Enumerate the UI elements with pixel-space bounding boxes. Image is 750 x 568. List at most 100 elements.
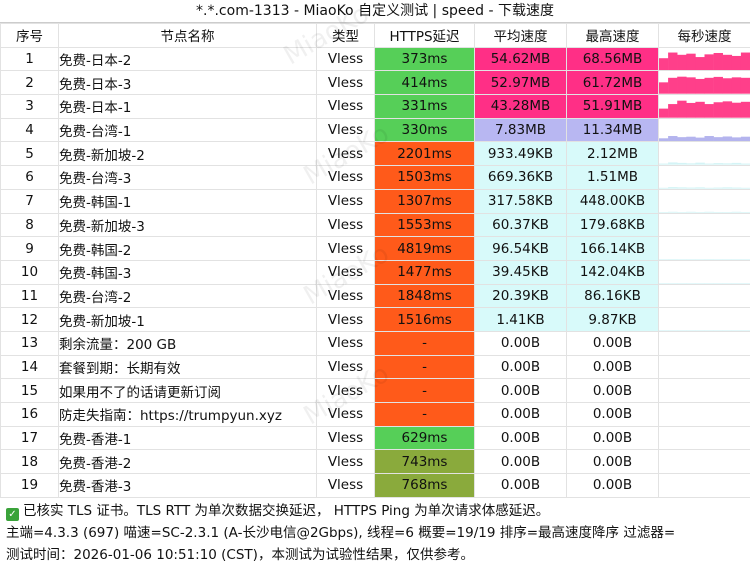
sparkline-bar [732, 103, 741, 118]
row-avg-speed: 0.00B [475, 355, 567, 379]
row-latency: 2201ms [375, 142, 475, 166]
row-latency: 414ms [375, 71, 475, 95]
col-header-avg-speed: 平均速度 [475, 24, 567, 48]
table-header-row: 序号 节点名称 类型 HTTPS延迟 平均速度 最高速度 每秒速度 [1, 24, 750, 48]
sparkline-bar [695, 137, 704, 141]
row-node-name: 免费-台湾-3 [59, 166, 317, 190]
row-latency: - [375, 379, 475, 403]
footer-line-time: 测试时间：2026-01-06 10:51:10 (CST)，本测试为试验性结果… [6, 544, 744, 566]
sparkline-bar [686, 136, 695, 141]
row-per-second-sparkline [659, 118, 750, 142]
row-type: Vless [317, 237, 375, 261]
row-per-second-sparkline [659, 379, 750, 403]
row-avg-speed: 669.36KB [475, 166, 567, 190]
row-max-speed: 179.68KB [567, 213, 659, 237]
row-index: 5 [1, 142, 59, 166]
sparkline-bar [686, 78, 695, 94]
row-index: 7 [1, 189, 59, 213]
row-node-name: 套餐到期：长期有效 [59, 355, 317, 379]
row-index: 13 [1, 331, 59, 355]
row-index: 6 [1, 166, 59, 190]
row-node-name: 免费-新加坡-3 [59, 213, 317, 237]
sparkline-bar [677, 101, 686, 118]
row-index: 14 [1, 355, 59, 379]
row-latency: 743ms [375, 450, 475, 474]
row-node-name: 免费-日本-2 [59, 47, 317, 71]
row-max-speed: 0.00B [567, 331, 659, 355]
row-type: Vless [317, 331, 375, 355]
row-max-speed: 11.34MB [567, 118, 659, 142]
sparkline-bar [705, 54, 714, 70]
row-latency: 629ms [375, 426, 475, 450]
row-max-speed: 2.12MB [567, 142, 659, 166]
sparkline-bar [686, 103, 695, 118]
footer-line-tls: ✓已核实 TLS 证书。TLS RTT 为单次数据交换延迟， HTTPS Pin… [6, 500, 744, 522]
row-latency: 373ms [375, 47, 475, 71]
sparkline-bar [668, 104, 677, 118]
row-avg-speed: 0.00B [475, 474, 567, 498]
row-index: 10 [1, 260, 59, 284]
sparkline-bar [659, 109, 668, 118]
col-header-max-speed: 最高速度 [567, 24, 659, 48]
row-per-second-sparkline [659, 95, 750, 119]
row-index: 1 [1, 47, 59, 71]
row-max-speed: 68.56MB [567, 47, 659, 71]
row-latency: 1848ms [375, 284, 475, 308]
row-node-name: 免费-韩国-2 [59, 237, 317, 261]
row-index: 9 [1, 237, 59, 261]
sparkline-bar [741, 78, 750, 94]
row-type: Vless [317, 426, 375, 450]
row-max-speed: 142.04KB [567, 260, 659, 284]
row-avg-speed: 0.00B [475, 331, 567, 355]
row-per-second-sparkline [659, 426, 750, 450]
row-max-speed: 166.14KB [567, 237, 659, 261]
row-max-speed: 448.00KB [567, 189, 659, 213]
row-avg-speed: 0.00B [475, 426, 567, 450]
row-latency: 768ms [375, 474, 475, 498]
sparkline-bar [741, 136, 750, 141]
row-node-name: 如果用不了的话请更新订阅 [59, 379, 317, 403]
footer-tls-text: 已核实 TLS 证书。TLS RTT 为单次数据交换延迟， HTTPS Ping… [23, 503, 549, 519]
row-latency: 330ms [375, 118, 475, 142]
row-per-second-sparkline [659, 71, 750, 95]
row-per-second-sparkline [659, 450, 750, 474]
row-per-second-sparkline [659, 189, 750, 213]
row-max-speed: 0.00B [567, 379, 659, 403]
row-type: Vless [317, 189, 375, 213]
sparkline-bar [723, 79, 732, 94]
row-per-second-sparkline [659, 237, 750, 261]
row-type: Vless [317, 71, 375, 95]
row-node-name: 剩余流量：200 GB [59, 331, 317, 355]
row-latency: 1516ms [375, 308, 475, 332]
sparkline-bar [668, 52, 677, 70]
row-per-second-sparkline [659, 260, 750, 284]
row-type: Vless [317, 47, 375, 71]
row-per-second-sparkline [659, 166, 750, 190]
row-max-speed: 0.00B [567, 403, 659, 427]
row-type: Vless [317, 355, 375, 379]
row-index: 19 [1, 474, 59, 498]
row-type: Vless [317, 95, 375, 119]
col-header-type: 类型 [317, 24, 375, 48]
row-type: Vless [317, 450, 375, 474]
row-type: Vless [317, 308, 375, 332]
row-max-speed: 86.16KB [567, 284, 659, 308]
sparkline-bar [732, 78, 741, 94]
row-max-speed: 0.00B [567, 450, 659, 474]
report-title: *.*.com-1313 - MiaoKo 自定义测试 | speed - 下载… [0, 0, 750, 23]
sparkline-bar [659, 58, 668, 70]
row-index: 8 [1, 213, 59, 237]
row-latency: 1477ms [375, 260, 475, 284]
sparkline-bar [732, 137, 741, 141]
row-index: 3 [1, 95, 59, 119]
row-index: 12 [1, 308, 59, 332]
row-per-second-sparkline [659, 142, 750, 166]
row-per-second-sparkline [659, 213, 750, 237]
